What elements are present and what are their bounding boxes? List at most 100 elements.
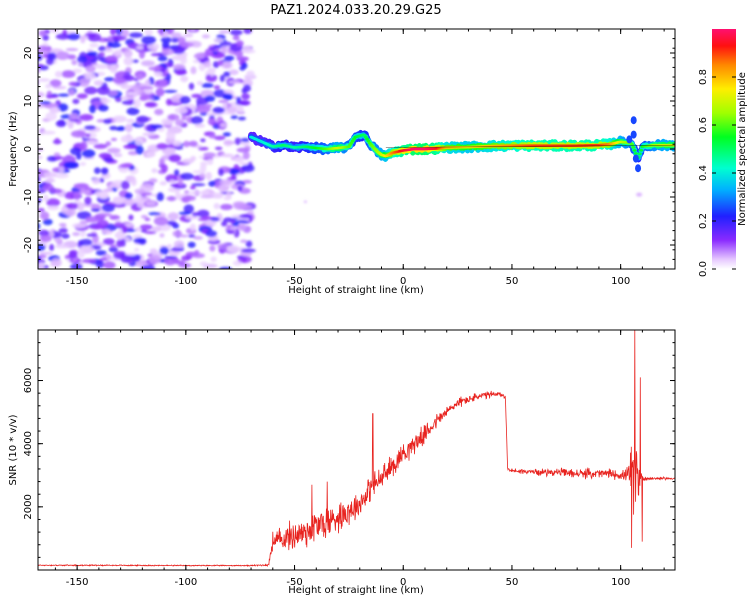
colorbar-label: Normalized spectral amplitude (737, 72, 748, 226)
noise-speck (61, 206, 68, 214)
noise-speck (123, 144, 138, 150)
y-tick-label: 6000 (23, 368, 34, 393)
noise-speck (49, 79, 62, 87)
noise-speck (139, 86, 154, 90)
x-tick-label: -50 (286, 577, 302, 588)
noise-speck (223, 71, 231, 78)
noise-speck (89, 104, 96, 114)
noise-speck (159, 181, 167, 186)
noise-speck (150, 124, 163, 129)
noise-speck (153, 216, 169, 226)
y-tick-label: 20 (23, 47, 34, 60)
noise-speck (123, 56, 134, 66)
noise-speck (55, 120, 67, 128)
noise-speck (107, 147, 121, 154)
noise-speck (234, 156, 245, 163)
noise-speck (66, 33, 81, 41)
noise-speck (151, 226, 162, 232)
noise-speck (188, 82, 195, 90)
noise-speck (179, 172, 194, 180)
noise-speck (98, 152, 112, 159)
noise-speck (219, 74, 226, 83)
noise-speck (131, 177, 137, 187)
noise-speck (240, 239, 248, 243)
noise-speck (196, 80, 203, 86)
noise-speck (195, 105, 211, 113)
noise-speck (220, 153, 234, 158)
colorbar-tick-label: 0.2 (698, 213, 709, 229)
noise-speck (199, 173, 206, 179)
noise-speck (196, 209, 210, 218)
noise-speck (38, 229, 50, 237)
noise-speck (38, 101, 52, 105)
noise-speck (234, 137, 242, 146)
noise-speck (114, 49, 123, 56)
noise-speck (163, 89, 178, 94)
x-tick-label: 100 (611, 276, 630, 287)
noise-speck (121, 224, 128, 234)
snr-series-line (38, 330, 675, 568)
noise-speck (156, 192, 165, 202)
noise-speck (120, 96, 135, 100)
noise-speck (205, 171, 212, 181)
noise-speck (213, 37, 224, 44)
noise-speck (133, 237, 146, 244)
noise-speck (192, 170, 206, 174)
noise-speck (148, 178, 158, 183)
noise-speck (124, 252, 137, 256)
noise-speck (126, 107, 140, 116)
noise-speck (134, 137, 144, 146)
ridge-spike (630, 116, 637, 125)
noise-speck (240, 45, 253, 54)
noise-speck (76, 93, 88, 99)
noise-speck (177, 181, 184, 186)
noise-speck (51, 258, 62, 268)
noise-speck (139, 224, 153, 230)
noise-speck (81, 149, 96, 159)
noise-speck (168, 154, 182, 163)
noise-speck (209, 245, 216, 252)
noise-speck (93, 143, 108, 149)
noise-speck (58, 222, 67, 227)
noise-speck (201, 34, 210, 39)
noise-speck (190, 40, 202, 48)
x-tick-label: 0 (400, 276, 406, 287)
noise-speck (218, 266, 233, 269)
noise-speck (61, 70, 76, 78)
snr-frame (37, 329, 676, 571)
noise-speck (98, 46, 107, 52)
noise-speck (125, 123, 133, 133)
noise-speck (103, 118, 112, 124)
noise-speck (220, 45, 227, 54)
noise-speck (201, 82, 214, 88)
noise-speck (42, 183, 54, 191)
noise-speck (183, 204, 195, 214)
noise-speck (200, 138, 206, 143)
noise-speck (240, 248, 256, 253)
noise-speck (227, 106, 238, 113)
figure-title: PAZ1.2024.033.20.29.G25 (270, 3, 441, 18)
noise-speck (140, 214, 148, 219)
noise-speck (55, 244, 70, 249)
noise-speck (38, 69, 41, 73)
noise-speck (61, 233, 70, 239)
noise-speck (212, 106, 225, 114)
noise-speck (38, 30, 46, 37)
noise-speck (120, 180, 130, 190)
noise-speck (303, 200, 307, 203)
noise-speck (241, 164, 255, 173)
noise-speck (95, 260, 105, 269)
noise-speck (229, 29, 243, 36)
noise-speck (84, 86, 98, 95)
noise-speck (177, 36, 186, 45)
noise-speck (223, 195, 231, 201)
x-tick-label: 50 (506, 276, 519, 287)
noise-speck (107, 90, 118, 97)
ridge-spike (632, 154, 639, 163)
noise-speck (157, 79, 168, 86)
noise-speck (49, 107, 61, 114)
noise-speck (241, 93, 250, 100)
noise-speck (170, 37, 180, 43)
noise-speck (197, 146, 209, 151)
noise-speck (70, 263, 83, 269)
